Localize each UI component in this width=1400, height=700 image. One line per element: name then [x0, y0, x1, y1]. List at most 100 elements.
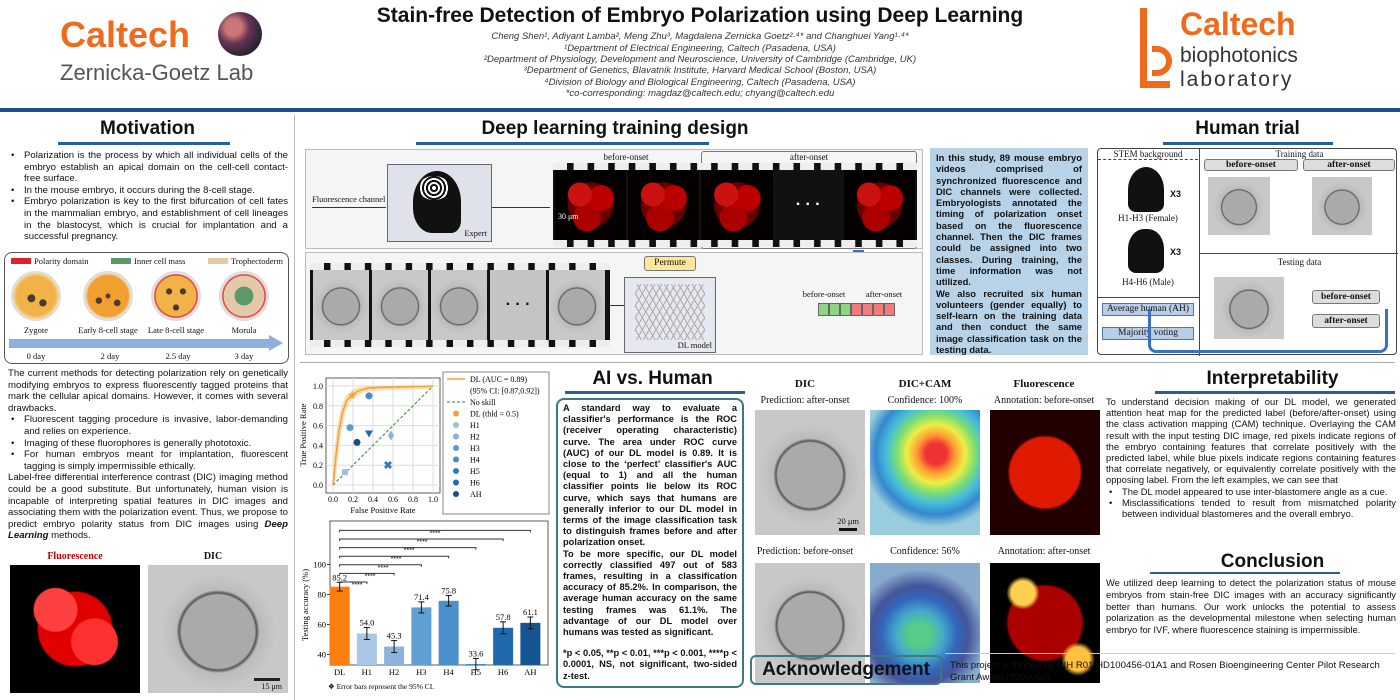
x-tick-label: 0.8: [408, 495, 418, 504]
conclusion-heading: Conclusion: [1220, 551, 1325, 572]
legend-label: H3: [470, 444, 480, 453]
heading-underline: [416, 142, 709, 145]
legend-box: [442, 371, 550, 515]
legend-label: DL (thld = 0.5): [470, 410, 519, 419]
x-tick-label: H2: [389, 667, 399, 677]
legend-swatch: [453, 456, 459, 463]
bullet: Misclassifications tended to result from…: [1106, 497, 1396, 519]
significance-label: ****: [378, 565, 389, 572]
scale-label: 20 μm: [837, 516, 859, 526]
data-label: 33.6: [468, 648, 483, 658]
legend-label: Inner cell mass: [133, 256, 186, 266]
bullet: Polarization is the process by which all…: [8, 150, 288, 185]
significance-label: ****: [404, 548, 415, 555]
prediction-label: Prediction: after-onset: [760, 395, 850, 406]
data-label: 71.4: [414, 592, 430, 602]
fluorescence-frame: 30 μm: [555, 170, 627, 240]
y-tick-label: 0.6: [313, 422, 323, 431]
bullet: Embryo polarization is key to the first …: [8, 196, 288, 242]
significance-bracket: [339, 555, 450, 559]
arrow: [492, 207, 550, 208]
header-divider: [0, 108, 1400, 112]
human-trial-diagram: STEM background X3 H1-H3 (Female) X3 H4-…: [1097, 148, 1398, 356]
bullet: Fluorescent tagging procedure is invasiv…: [8, 414, 288, 437]
day-label: 2 day: [100, 351, 120, 361]
fluorescence-example-image: [990, 410, 1100, 535]
heading-underline: [1155, 391, 1395, 394]
cam-example-image: [870, 410, 980, 535]
bar-ah: [520, 622, 541, 665]
legend-label: H5: [470, 467, 480, 476]
paragraph: The current methods for detecting polari…: [8, 368, 288, 414]
x-tick-label: 0.6: [388, 495, 398, 504]
training-image: [1312, 177, 1372, 235]
y-tick-label: 100: [313, 560, 326, 570]
legend-swatch: [453, 491, 459, 497]
stage-label: Morula: [231, 325, 257, 335]
data-label: 45.3: [387, 631, 402, 641]
heading-underline: [565, 391, 745, 394]
male-icon: [1128, 229, 1164, 273]
cam-example-image: [870, 563, 980, 683]
human-trial-heading: Human trial: [1195, 118, 1300, 139]
dic-label: DIC: [203, 551, 223, 562]
x3-label: X3: [1170, 189, 1182, 199]
training-diagram-top: Fluorescence channel Expert before-onset…: [305, 149, 923, 249]
bullet: The DL model appeared to use inter-blast…: [1106, 486, 1396, 497]
x-tick-label: H4: [443, 667, 454, 677]
bar-h1: [356, 633, 377, 665]
significance-label: ****: [417, 539, 428, 546]
ellipsis: · · ·: [490, 270, 546, 340]
acknowledgement-heading: Acknowledgement: [750, 655, 942, 685]
acknowledgement-text: This project is funded by NIH R01 HD1004…: [950, 660, 1380, 683]
legend-swatch: [453, 445, 459, 451]
dic-frame: [549, 270, 605, 340]
heading-underline: [1150, 572, 1340, 574]
affiliation: ³Department of Genetics, Blavatnik Insti…: [523, 65, 877, 77]
point-h6: [365, 430, 373, 438]
significance-label: ****: [365, 573, 376, 580]
affiliation: *co-corresponding: magdaz@caltech.edu; c…: [565, 87, 835, 99]
polarity-swatch: [11, 258, 31, 264]
point-h5: ✖: [383, 460, 392, 472]
significance-bracket: [339, 572, 395, 576]
dl-model-label: DL model: [677, 340, 712, 350]
legend-label: H2: [470, 433, 480, 442]
dic-frame: [313, 270, 369, 340]
after-onset-label: after-onset: [865, 289, 903, 299]
bar-h4: [438, 600, 459, 665]
significance-label: ****: [352, 582, 363, 589]
y-axis-label: True Positive Rate: [300, 403, 308, 466]
affiliation: ⁴Division of Biology and Biological Engi…: [544, 76, 856, 88]
point-h3: [346, 424, 354, 432]
fluorescence-frame: [628, 170, 700, 240]
y-tick-label: 60: [318, 620, 327, 630]
interpretability-text: To understand decision making of our DL …: [1106, 396, 1396, 519]
label-sequence: [818, 303, 895, 316]
stage-label: Late 8-cell stage: [147, 325, 205, 335]
legend-label: Trophectoderm: [230, 256, 283, 266]
testing-image: [1214, 277, 1284, 339]
significance-bracket: [339, 538, 504, 541]
training-data-label: Training data: [1275, 149, 1324, 159]
prediction-label: Prediction: before-onset: [756, 546, 854, 557]
late-8cell-icon: [151, 271, 201, 321]
dic-frame: [372, 270, 428, 340]
interpretability-heading: Interpretability: [1206, 368, 1339, 389]
fluorescence-frame: [843, 170, 915, 240]
after-onset-tag: after-onset: [1303, 159, 1395, 171]
authors: Cheng Shen¹, Adiyant Lamba², Meng Zhu³, …: [491, 31, 909, 42]
legend-label: AH: [470, 490, 482, 499]
significance-bracket: [339, 547, 477, 550]
stage-label: Early 8-cell stage: [78, 325, 138, 335]
te-swatch: [207, 258, 228, 264]
data-label: 54.0: [359, 618, 374, 628]
data-label: 57.8: [496, 612, 511, 622]
training-diagram-bottom: · · · Permute DL model before-onset afte…: [305, 252, 923, 355]
lab-logo-icon: [1140, 8, 1172, 88]
fluorescence-column-title: Fluorescence: [1013, 378, 1075, 390]
heading-underline: [1163, 142, 1333, 145]
x-tick-label: H1: [362, 667, 372, 677]
legend-swatch: [453, 422, 459, 428]
significance-label: ****: [391, 556, 402, 563]
